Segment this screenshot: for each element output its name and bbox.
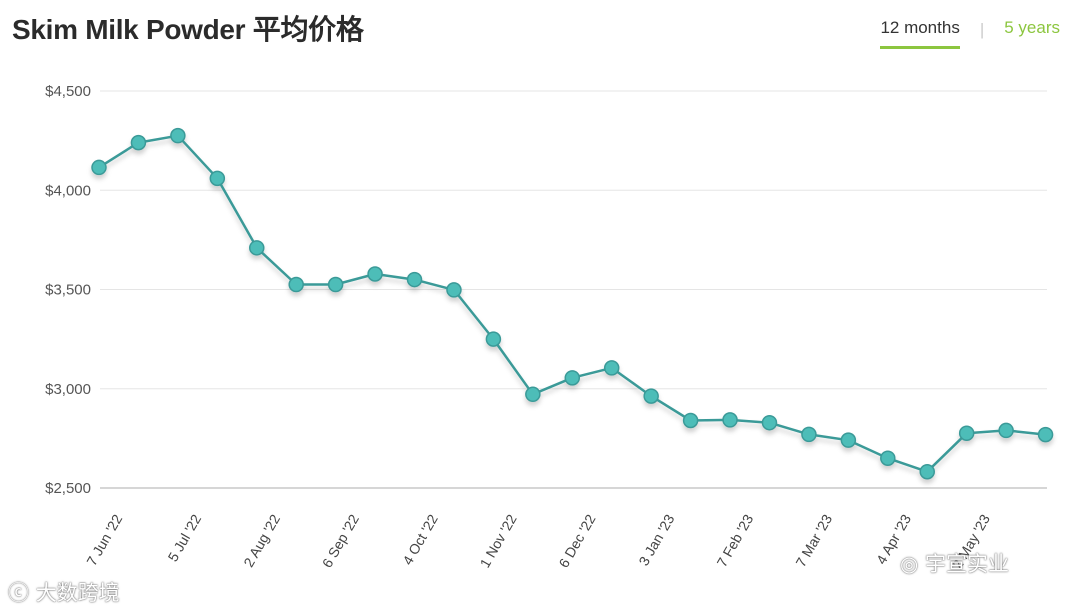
x-tick-label: 3 Jan '23 xyxy=(635,511,677,568)
x-tick-label: 1 Nov '22 xyxy=(477,511,520,570)
grid-lines xyxy=(100,90,1047,489)
series-line xyxy=(98,134,1046,473)
data-point xyxy=(564,370,581,386)
x-tick-label: 5 Jul '22 xyxy=(164,511,204,564)
x-axis-ticks: 7 Jun '22 5 Jul '22 2 Aug '22 6 Sep '22 4 Oc… xyxy=(83,511,993,571)
y-tick-label: $4,500 xyxy=(45,83,91,100)
data-point xyxy=(446,282,462,298)
data-point xyxy=(761,414,778,431)
tab-12-months[interactable]: 12 months xyxy=(880,18,960,49)
data-point xyxy=(603,360,620,376)
data-point xyxy=(840,432,857,448)
y-tick-label: $3,500 xyxy=(45,282,91,299)
data-point xyxy=(643,388,659,404)
data-point xyxy=(249,240,265,256)
tab-5-years[interactable]: 5 years xyxy=(1004,18,1060,37)
page-title: Skim Milk Powder 平均价格 xyxy=(12,14,364,45)
y-tick-label: $4,000 xyxy=(45,182,91,199)
watermark-left: ⓒ 大数跨境 xyxy=(8,577,120,607)
data-point xyxy=(485,331,502,347)
data-point xyxy=(998,422,1014,439)
data-point xyxy=(958,425,975,441)
data-point xyxy=(919,463,935,480)
data-point xyxy=(170,127,186,144)
data-point xyxy=(327,276,344,293)
y-axis-ticks: $2,500 $3,000 $3,500 $4,000 $4,500 xyxy=(45,83,91,497)
series-layer xyxy=(91,127,1054,480)
data-point xyxy=(130,134,147,151)
data-point xyxy=(1037,426,1054,443)
watermark-right-text: 宇宣实业 xyxy=(925,552,1010,576)
wechat-icon: ◎ xyxy=(900,552,919,576)
x-tick-label: 2 Aug '22 xyxy=(240,511,283,569)
watermark-left-text: 大数跨境 xyxy=(35,581,120,605)
data-point xyxy=(209,170,226,187)
data-point xyxy=(91,159,107,176)
data-point xyxy=(880,450,896,466)
y-tick-label: $3,000 xyxy=(45,381,91,398)
x-tick-label: 4 Oct '22 xyxy=(399,511,441,567)
x-tick-label: 6 Sep '22 xyxy=(319,511,362,570)
data-point xyxy=(367,266,383,282)
watermark-right: ◎ 宇宣实业 xyxy=(900,548,1009,578)
data-point xyxy=(722,412,738,428)
data-point xyxy=(288,276,304,293)
x-tick-label: 6 Dec '22 xyxy=(555,511,598,570)
data-point xyxy=(801,426,817,443)
x-tick-label: 7 Mar '23 xyxy=(792,511,835,569)
data-point xyxy=(406,271,423,288)
y-tick-label: $2,500 xyxy=(45,480,91,497)
time-range-tabs: 12 months | 5 years xyxy=(880,18,1060,49)
data-point xyxy=(682,412,699,429)
data-point xyxy=(525,386,541,403)
watermark-logo-icon: ⓒ xyxy=(8,581,29,605)
x-tick-label: 7 Jun '22 xyxy=(83,511,125,568)
x-tick-label: 7 Feb '23 xyxy=(714,511,757,569)
tab-separator: | xyxy=(979,19,985,39)
